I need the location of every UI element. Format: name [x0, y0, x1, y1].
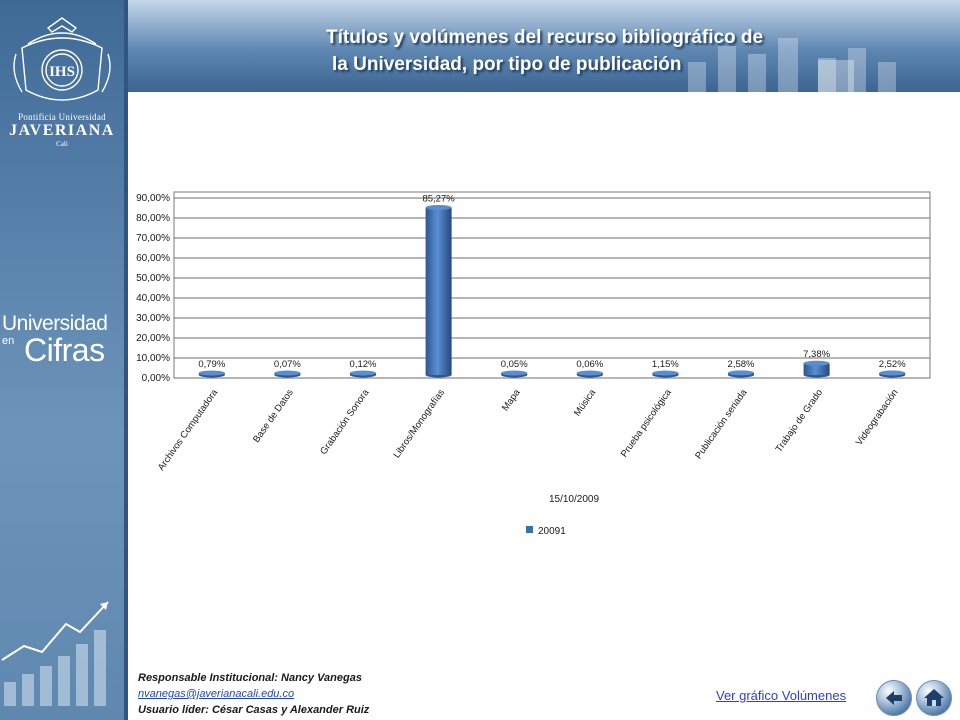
x-tick-label: Música: [572, 387, 599, 419]
x-tick-label: Base de Datos: [251, 387, 296, 445]
data-label: 0,05%: [501, 359, 528, 370]
bar: [198, 370, 225, 378]
sidebar: IHS Pontificia Universidad JAVERIANA Cal…: [0, 0, 124, 720]
universidad-en-cifras-logo: Universidad en Cifras: [0, 312, 124, 368]
data-label: 7,38%: [803, 349, 830, 360]
x-tick-label: Prueba psicológica: [619, 387, 674, 460]
home-button[interactable]: [916, 680, 952, 716]
bar: [652, 370, 679, 378]
responsible-text: Responsable Institucional: Nancy Vanegas: [138, 672, 362, 684]
data-label: 0,06%: [576, 359, 603, 370]
university-crest-icon: IHS: [13, 17, 111, 101]
bars: [198, 204, 906, 378]
email-link[interactable]: nvanegas@javerianacali.edu.co: [138, 688, 295, 700]
y-tick-label: 70,00%: [136, 233, 170, 244]
y-tick-label: 40,00%: [136, 293, 170, 304]
bar: [350, 370, 376, 378]
x-tick-label: Libros/Monografías: [391, 387, 447, 460]
brand-line1: Universidad: [2, 312, 108, 335]
x-tick-label: Publicación seriada: [693, 387, 750, 461]
y-tick-label: 60,00%: [136, 253, 170, 264]
data-label: 0,12%: [350, 359, 377, 370]
x-axis-title: 15/10/2009: [549, 494, 599, 505]
sidebar-divider: [124, 0, 128, 720]
bar: [576, 370, 603, 378]
x-tick-label: Videograbación: [854, 387, 901, 447]
y-tick-label: 90,00%: [136, 193, 170, 204]
x-axis-ticks: Archivos Computadora Base de Datos Grabaci…: [156, 387, 901, 473]
data-label: 0,79%: [198, 359, 225, 370]
back-button[interactable]: [876, 680, 912, 716]
data-label: 2,58%: [728, 359, 755, 370]
y-tick-label: 10,00%: [136, 353, 170, 364]
y-tick-label: 50,00%: [136, 273, 170, 284]
data-label: 85,27%: [422, 193, 455, 204]
plot-frame: [173, 191, 931, 379]
legend-label: 20091: [538, 526, 566, 537]
x-tick-label: Mapa: [500, 387, 523, 413]
bar: [803, 360, 830, 378]
university-name-line1: Pontificia Universidad: [18, 112, 106, 122]
page-title-line1: Títulos y volúmenes del recurso bibliogr…: [326, 27, 764, 48]
header-banner: [128, 0, 960, 92]
header-decoration: [688, 38, 896, 92]
y-tick-label: 20,00%: [136, 333, 170, 344]
y-tick-label: 80,00%: [136, 213, 170, 224]
bar: [879, 370, 906, 378]
users-text: Usuario líder: César Casas y Alexander R…: [138, 704, 370, 716]
y-tick-label: 0,00%: [142, 373, 170, 384]
bar: [425, 204, 452, 378]
legend-swatch: [526, 526, 533, 533]
legend: 20091: [526, 526, 566, 537]
university-name-line2: JAVERIANA: [9, 122, 115, 139]
university-name: Pontificia Universidad JAVERIANA Cali: [0, 112, 124, 148]
bar: [274, 370, 301, 378]
y-axis-ticks: 0,00% 10,00% 20,00% 30,00% 40,00% 50,00% 60,00…: [136, 193, 170, 384]
y-tick-label: 30,00%: [136, 313, 170, 324]
x-tick-label: Trabajo de Grado: [774, 387, 826, 454]
data-label: 1,15%: [652, 359, 679, 370]
back-arrow-icon: [886, 691, 902, 705]
data-label: 2,52%: [879, 359, 906, 370]
x-tick-label: Grabación Sonora: [318, 387, 372, 457]
brand-line3: Cifras: [24, 332, 105, 368]
bar-chart: 0,00% 10,00% 20,00% 30,00% 40,00% 50,00% 60,00…: [136, 191, 931, 537]
x-tick-label: Archivos Computadora: [156, 387, 221, 473]
data-label: 0,07%: [274, 359, 301, 370]
gridlines: [174, 197, 930, 379]
volumes-chart-link[interactable]: Ver gráfico Volúmenes: [716, 688, 847, 703]
bar: [728, 370, 754, 378]
svg-text:IHS: IHS: [49, 64, 75, 80]
data-labels: 0,79% 0,07% 0,12% 85,27% 0,05% 0,06% 1,15% 2,58…: [198, 193, 906, 370]
page-title: Títulos y volúmenes del recurso bibliogr…: [128, 24, 888, 78]
brand-line2: en: [2, 335, 15, 347]
footer-credits: Responsable Institucional: Nancy Vanegas…: [138, 670, 369, 718]
page-title-line2: la Universidad, por tipo de publicación: [332, 54, 682, 75]
growth-trend-icon: [1, 601, 109, 706]
home-icon: [924, 689, 944, 706]
bar: [501, 370, 528, 378]
university-name-line3: Cali: [56, 140, 68, 148]
